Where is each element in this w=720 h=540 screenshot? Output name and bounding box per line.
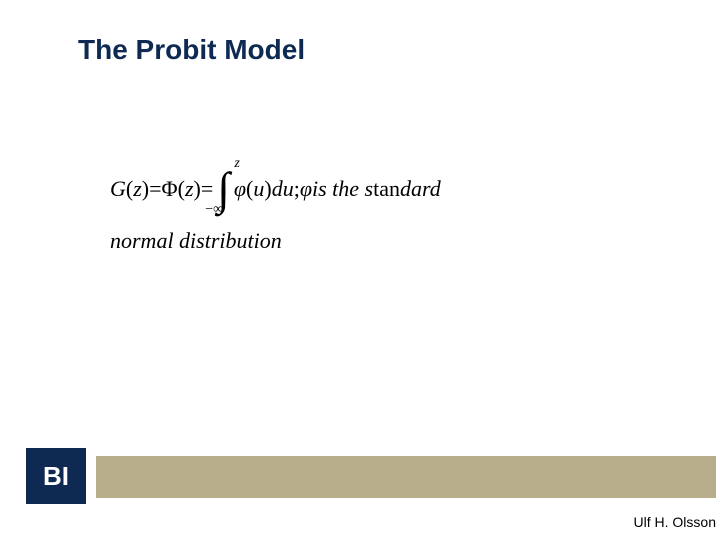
slide-title: The Probit Model (78, 34, 305, 66)
formula-block: G ( z ) = Φ ( z ) = z ∫ −∞ φ ( u ) du ; … (110, 166, 600, 254)
sym-close2: ) (194, 176, 201, 202)
sym-eq2: = (201, 176, 213, 202)
txt-dard: dard (400, 176, 441, 202)
formula-line-2: normal distribution (110, 228, 600, 254)
sym-Phi: Φ (162, 176, 178, 202)
author-name: Ulf H. Olsson (634, 514, 716, 530)
integral-lower-limit: −∞ (205, 202, 223, 218)
integral-block: z ∫ −∞ (217, 166, 230, 212)
sym-du: du (272, 176, 294, 202)
sym-z1: z (133, 176, 142, 202)
txt-tan: tan (373, 176, 400, 202)
sym-z2: z (185, 176, 194, 202)
formula-line-1: G ( z ) = Φ ( z ) = z ∫ −∞ φ ( u ) du ; … (110, 166, 600, 212)
sym-close3: ) (264, 176, 271, 202)
bi-logo: BI (26, 448, 86, 504)
sym-G: G (110, 176, 126, 202)
footer-bar (96, 456, 716, 498)
integral-upper-limit: z (234, 156, 239, 172)
sym-phi: φ (234, 176, 246, 202)
sym-eq1: = (149, 176, 161, 202)
sym-close1: ) (142, 176, 149, 202)
sym-open2: ( (178, 176, 185, 202)
sym-u: u (253, 176, 264, 202)
sym-phi2: φ (300, 176, 312, 202)
txt-is-the-s: is the s (312, 176, 373, 202)
sym-open3: ( (246, 176, 253, 202)
